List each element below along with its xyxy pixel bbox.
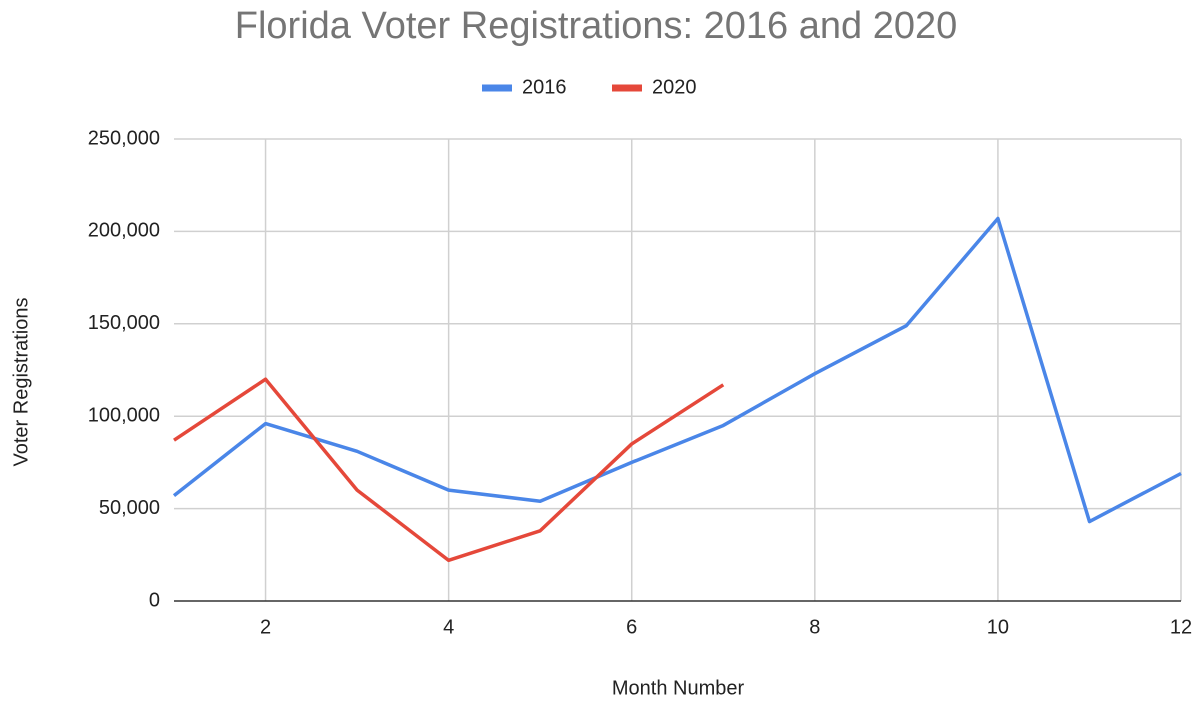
x-tick-label: 2	[260, 616, 271, 638]
y-tick-label: 0	[149, 589, 160, 611]
data-line	[172, 216, 1182, 524]
y-axis-label: Voter Registrations	[10, 298, 32, 467]
legend-label: 2020	[652, 76, 697, 98]
x-tick-label: 12	[1170, 616, 1192, 638]
x-tick-label: 8	[809, 616, 820, 638]
y-tick-label: 150,000	[88, 312, 160, 334]
x-tick-label: 6	[626, 616, 637, 638]
data-line	[173, 377, 725, 563]
y-tick-label: 50,000	[99, 497, 160, 519]
legend-label: 2016	[522, 76, 567, 98]
x-tick-label: 4	[443, 616, 454, 638]
chart-title: Florida Voter Registrations: 2016 and 20…	[235, 5, 957, 47]
x-tick-label: 10	[987, 616, 1009, 638]
x-axis-label: Month Number	[612, 677, 745, 699]
y-tick-label: 100,000	[88, 404, 160, 426]
y-tick-label: 200,000	[88, 220, 160, 242]
y-tick-label: 250,000	[88, 127, 160, 149]
